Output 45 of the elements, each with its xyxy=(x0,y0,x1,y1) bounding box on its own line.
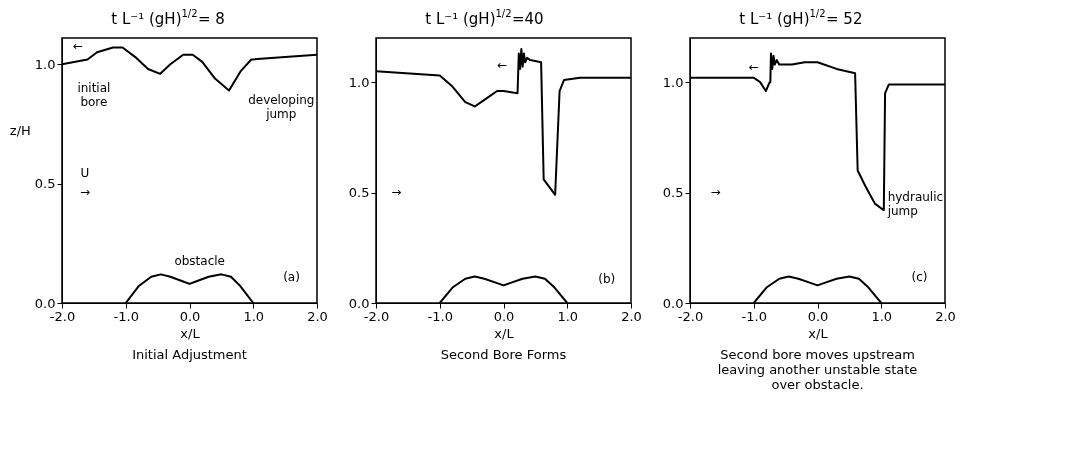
x-axis-title: x/L xyxy=(808,325,829,341)
annotation: (b) xyxy=(598,272,616,287)
x-tick-label: -1.0 xyxy=(427,308,453,324)
text: Initial Adjustment xyxy=(132,347,247,362)
x-tick-label: -2.0 xyxy=(363,308,390,324)
x-tick-label: -1.0 xyxy=(113,308,139,324)
annotation: → xyxy=(710,185,721,200)
annotation: obstacle xyxy=(174,253,225,268)
x-tick-label: 2.0 xyxy=(307,308,328,324)
x-tick-label: 0.0 xyxy=(807,308,829,324)
y-tick-label: 0.0 xyxy=(34,295,56,311)
annotation: initial bore xyxy=(77,81,111,110)
y-tick-label: 1.0 xyxy=(34,56,56,72)
annotation: → xyxy=(79,184,90,199)
annotation: ← xyxy=(72,38,83,53)
x-tick-label: 1.0 xyxy=(243,308,265,324)
y-axis-title: z/H xyxy=(9,123,31,139)
y-tick-label: 0.5 xyxy=(348,185,370,201)
text: Second Bore Forms xyxy=(440,347,567,362)
x-tick-label: 2.0 xyxy=(935,308,956,324)
annotation: developing jump xyxy=(248,93,315,122)
annotation: ← xyxy=(748,59,759,74)
x-tick-label: -2.0 xyxy=(677,308,704,324)
x-tick-label: 1.0 xyxy=(557,308,579,324)
x-tick-label: 2.0 xyxy=(621,308,642,324)
x-axis-title: x/L xyxy=(180,325,201,341)
x-axis-title: x/L xyxy=(494,325,515,341)
y-tick-label: 0.5 xyxy=(34,176,56,192)
y-tick-label: 1.0 xyxy=(662,74,684,90)
x-tick-label: -1.0 xyxy=(741,308,767,324)
x-tick-label: 0.0 xyxy=(493,308,515,324)
annotation: ← xyxy=(497,57,508,72)
annotation: U xyxy=(80,166,90,181)
annotation: hydraulic jump xyxy=(886,190,944,218)
annotation: → xyxy=(391,185,402,200)
y-tick-label: 1.0 xyxy=(348,74,370,90)
x-tick-label: -2.0 xyxy=(49,308,76,324)
y-tick-label: 0.0 xyxy=(662,295,684,311)
annotation: (c) xyxy=(911,269,928,284)
x-tick-label: 1.0 xyxy=(871,308,893,324)
y-tick-label: 0.0 xyxy=(348,295,370,311)
y-tick-label: 0.5 xyxy=(662,185,684,201)
text: Second bore moves upstream leaving another unstable state over obstacle. xyxy=(717,347,918,392)
x-tick-label: 0.0 xyxy=(179,308,201,324)
annotation: (a) xyxy=(283,269,300,284)
